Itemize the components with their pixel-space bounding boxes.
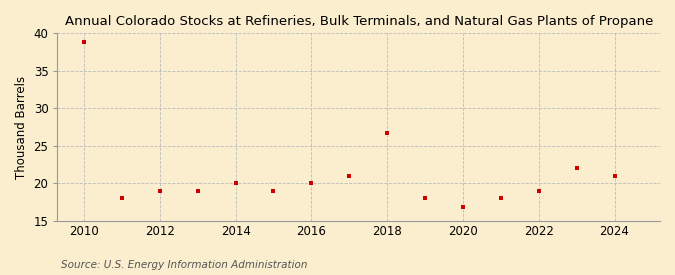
Point	[609, 174, 620, 178]
Point	[382, 131, 393, 135]
Point	[344, 174, 354, 178]
Point	[458, 205, 468, 210]
Point	[571, 166, 582, 170]
Point	[192, 189, 203, 193]
Text: Source: U.S. Energy Information Administration: Source: U.S. Energy Information Administ…	[61, 260, 307, 270]
Point	[495, 196, 506, 200]
Point	[230, 181, 241, 186]
Title: Annual Colorado Stocks at Refineries, Bulk Terminals, and Natural Gas Plants of : Annual Colorado Stocks at Refineries, Bu…	[65, 15, 653, 28]
Point	[533, 189, 544, 193]
Point	[306, 181, 317, 186]
Y-axis label: Thousand Barrels: Thousand Barrels	[15, 76, 28, 179]
Point	[155, 189, 165, 193]
Point	[420, 196, 431, 200]
Point	[78, 39, 89, 44]
Point	[268, 189, 279, 193]
Point	[117, 196, 128, 200]
